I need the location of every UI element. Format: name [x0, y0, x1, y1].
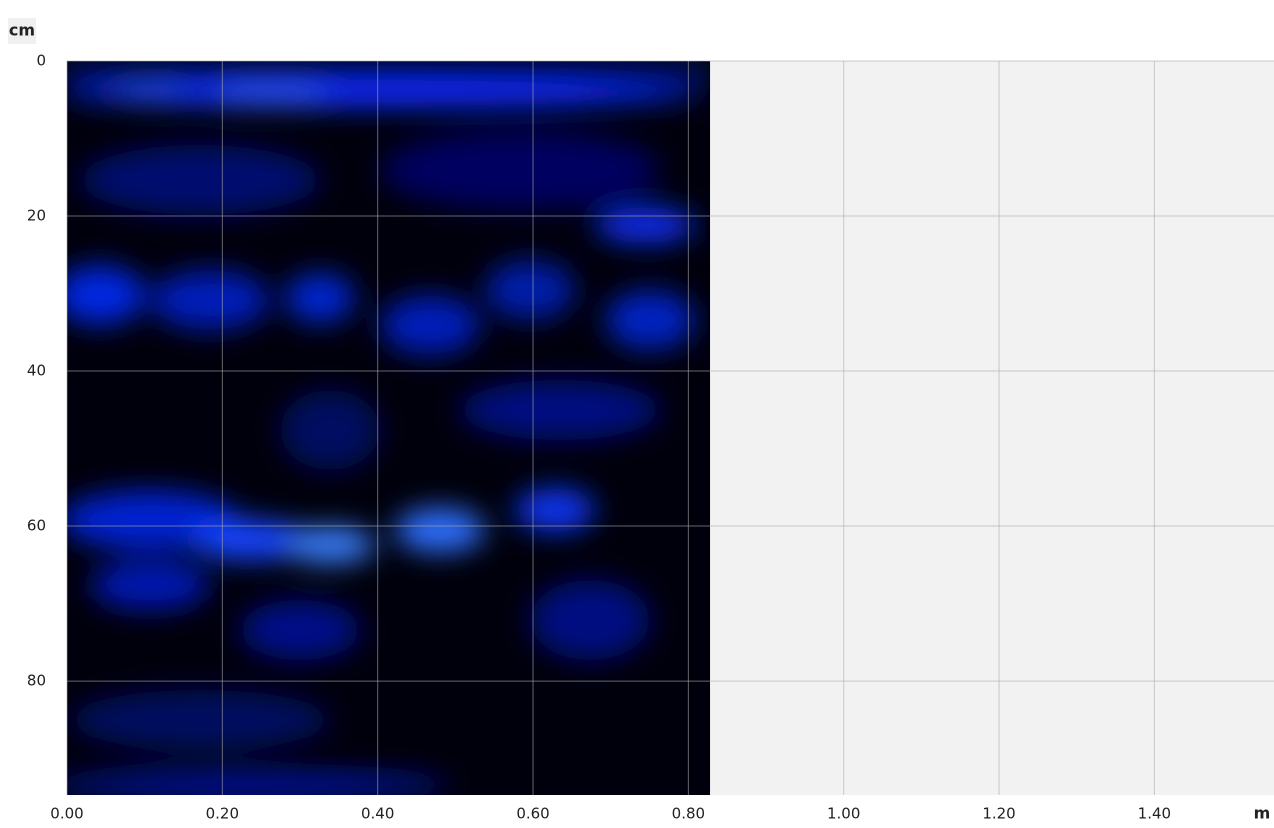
x-tick-label: 0.40: [361, 805, 394, 823]
x-tick-label: 1.40: [1138, 805, 1171, 823]
scan-reflections: [67, 61, 710, 795]
x-tick-label: 0.00: [50, 805, 83, 823]
x-tick-label: 1.20: [982, 805, 1015, 823]
y-tick-label: 0: [36, 52, 46, 70]
x-tick-label: 0.20: [206, 805, 239, 823]
y-tick-label: 20: [27, 207, 46, 225]
x-tick-label: 0.80: [672, 805, 705, 823]
y-tick-label: 80: [27, 672, 46, 690]
y-axis-label: cm: [9, 21, 35, 40]
x-tick-label: 1.00: [827, 805, 860, 823]
y-tick-label: 60: [27, 517, 46, 535]
x-axis-label: m: [1254, 804, 1271, 823]
y-unit-box: [8, 18, 36, 44]
y-tick-label: 40: [27, 362, 46, 380]
x-tick-label: 0.60: [516, 805, 549, 823]
scan-image: [67, 61, 711, 795]
